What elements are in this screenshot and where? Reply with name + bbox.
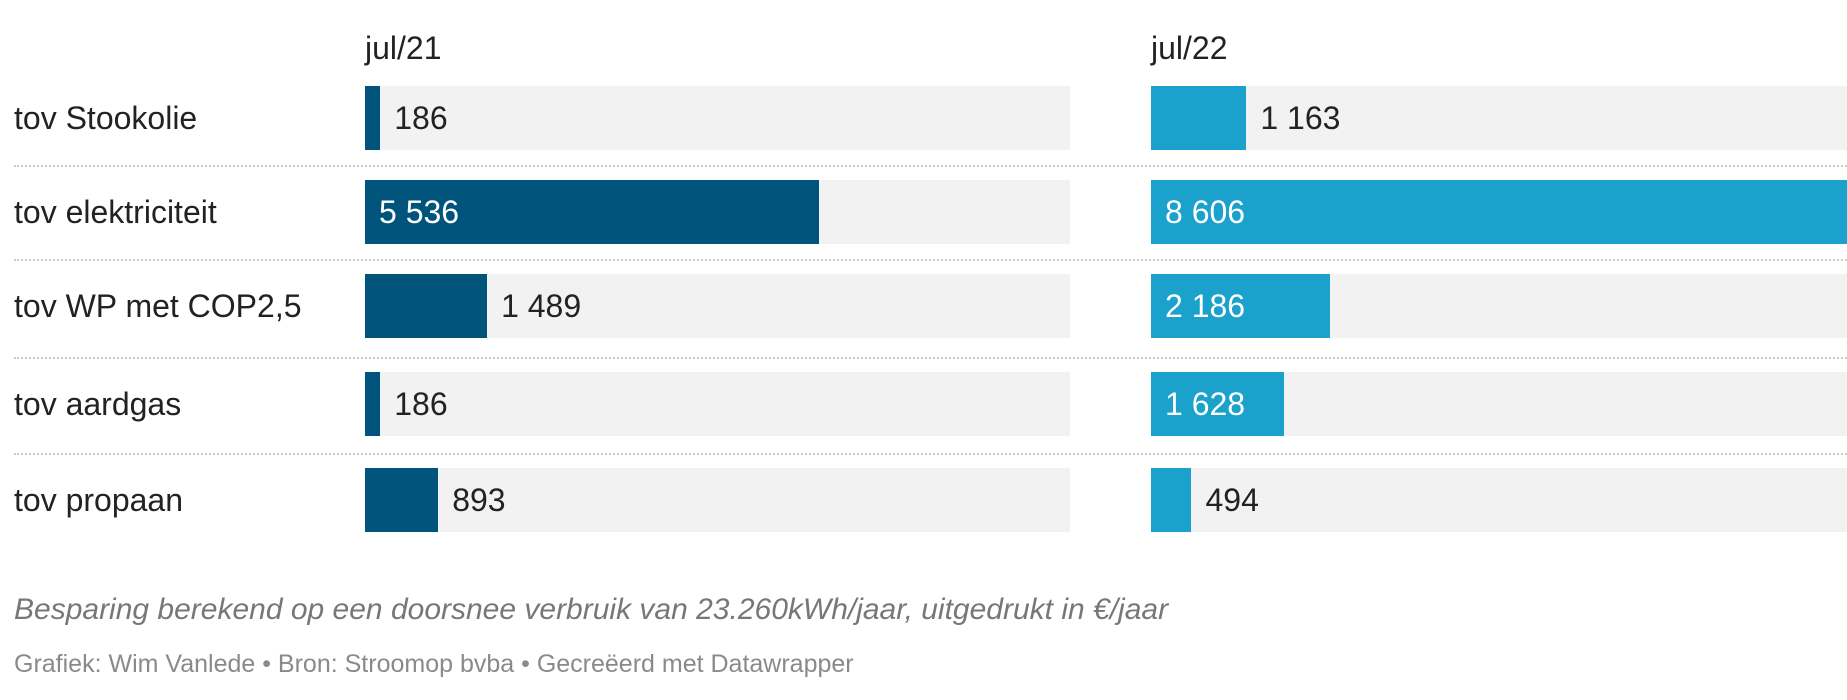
value-label: 186 — [394, 386, 448, 422]
bar-track: 5 536 — [365, 180, 1070, 244]
row-separator — [14, 259, 1847, 261]
bar-jul-21 — [365, 468, 439, 532]
value-label: 1 628 — [1165, 386, 1246, 422]
bar-track: 1 489 — [365, 274, 1070, 338]
bar-track: 186 — [365, 86, 1070, 150]
bar-jul-22 — [1151, 274, 1331, 338]
chart-note: Besparing berekend op een doorsnee verbr… — [14, 593, 1169, 626]
value-label: 2 186 — [1165, 288, 1246, 324]
bar-jul-22 — [1151, 372, 1285, 436]
bar-track: 1 163 — [1151, 86, 1847, 150]
series-title: jul/22 — [1151, 30, 1228, 66]
bar-jul-21 — [365, 274, 488, 338]
value-label: 494 — [1205, 482, 1259, 518]
value-label: 1 163 — [1260, 100, 1341, 136]
bar-track: 186 — [365, 372, 1070, 436]
row-separator — [14, 357, 1847, 359]
category-label: tov WP met COP2,5 — [14, 288, 302, 324]
bar-jul-21 — [365, 372, 381, 436]
bar-track: 2 186 — [1151, 274, 1847, 338]
category-label: tov elektriciteit — [14, 194, 217, 230]
value-label: 186 — [394, 100, 448, 136]
value-label: 893 — [452, 482, 506, 518]
row-separator — [14, 453, 1847, 455]
bar-jul-22 — [1151, 86, 1247, 150]
bar-jul-21 — [365, 86, 381, 150]
category-label: tov aardgas — [14, 386, 182, 422]
bar-jul-22 — [1151, 468, 1192, 532]
series-title: jul/21 — [365, 30, 442, 66]
row-separator — [14, 165, 1847, 167]
bar-track: 8 606 — [1151, 180, 1847, 244]
bar-jul-22 — [1151, 180, 1847, 244]
value-label: 1 489 — [501, 288, 582, 324]
bar-track: 1 628 — [1151, 372, 1847, 436]
value-label: 8 606 — [1165, 194, 1246, 230]
chart-credit: Grafiek: Wim Vanlede • Bron: Stroomop bv… — [14, 650, 854, 678]
category-label: tov propaan — [14, 482, 184, 518]
bar-track: 893 — [365, 468, 1070, 532]
category-label: tov Stookolie — [14, 100, 198, 136]
bar-track: 494 — [1151, 468, 1847, 532]
value-label: 5 536 — [379, 194, 460, 230]
bar-jul-21 — [365, 180, 819, 244]
